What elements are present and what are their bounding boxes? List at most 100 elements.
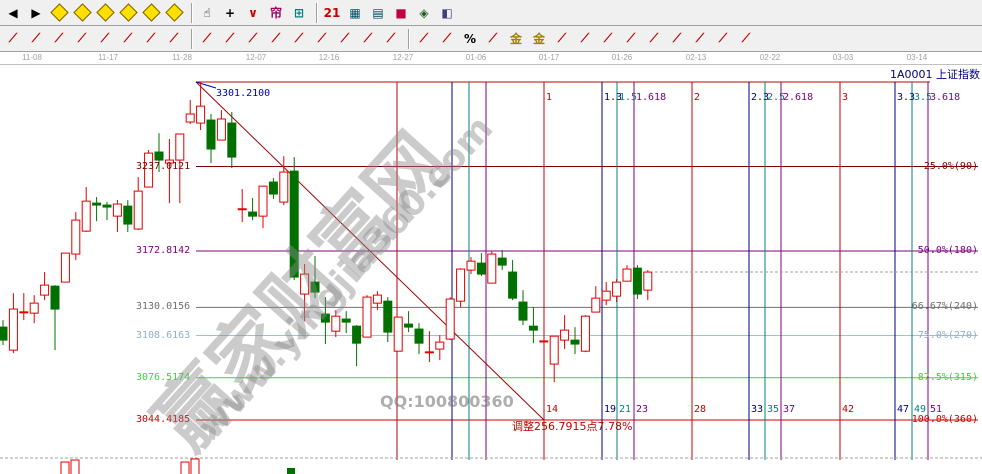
angle-icon[interactable]: ⟋ xyxy=(294,31,304,45)
time-zone-bottom-label: 19 xyxy=(604,404,617,415)
fib-percent-2-icon[interactable]: ⟋ xyxy=(488,31,498,45)
time-zone-top-label: 2.3 xyxy=(751,92,770,103)
time-zone-top-label: 3.5 xyxy=(914,92,933,103)
candle-body xyxy=(289,170,299,278)
candle-body xyxy=(352,325,362,344)
ruler-icon[interactable]: ⟋ xyxy=(146,31,156,45)
toolbar-separator xyxy=(316,2,318,23)
time-zone-bottom-label: 35 xyxy=(767,404,780,415)
candle-body xyxy=(50,285,60,310)
candle-body xyxy=(40,284,50,296)
candle-body xyxy=(539,340,549,343)
candle-body xyxy=(227,122,237,158)
width-arrows-icon[interactable]: ⟋ xyxy=(169,31,179,45)
candle-body xyxy=(300,273,310,295)
candle-body xyxy=(456,268,466,302)
candle-body xyxy=(612,281,622,297)
calculator-icon[interactable]: ▦ xyxy=(349,5,361,20)
save-icon[interactable]: ■ xyxy=(395,5,407,20)
calendar-icon[interactable]: 21 xyxy=(323,5,341,20)
network-icon[interactable]: ◈ xyxy=(419,5,429,20)
candle-body xyxy=(60,252,70,283)
time-zone-bottom-label: 37 xyxy=(783,404,796,415)
candle-body xyxy=(643,271,653,291)
candle-body xyxy=(133,190,143,230)
f-fan-icon[interactable]: ⟋ xyxy=(649,31,659,45)
j-fan-icon[interactable]: ⟋ xyxy=(626,31,636,45)
time-zone-bottom-label: 33 xyxy=(751,404,764,415)
candle-body xyxy=(362,296,372,338)
candle-body xyxy=(237,208,247,211)
fib-percent-label: 66.67%(240) xyxy=(911,301,978,313)
toolbar-separator xyxy=(191,2,193,23)
candle-body xyxy=(445,298,455,340)
rect-icon[interactable]: ⟋ xyxy=(202,31,212,45)
win-fan-icon[interactable]: ⟋ xyxy=(718,31,728,45)
gann-square-icon[interactable]: ⟋ xyxy=(271,31,281,45)
fib-tool-icon[interactable]: ⊞ xyxy=(293,5,305,20)
stroke-2-icon[interactable]: ⟋ xyxy=(123,31,133,45)
date-axis: 11-08 11-17 11-28 12-07 12-16 12-27 01-06 01-17… xyxy=(0,52,982,65)
candle-body xyxy=(508,271,518,299)
fan-lines-icon[interactable]: ⟋ xyxy=(225,31,235,45)
time-zone-top-label: 1.3 xyxy=(604,92,623,103)
candle-body xyxy=(622,268,632,282)
crosshair-icon[interactable]: + xyxy=(224,5,236,20)
parallel-lines-icon[interactable]: ⟋ xyxy=(386,31,396,45)
time-zone-top-label: 3.618 xyxy=(930,92,961,103)
candle-body xyxy=(497,257,507,266)
grid-1-icon[interactable]: ⟋ xyxy=(340,31,350,45)
candle-body xyxy=(414,328,424,344)
gold-circle-icon[interactable]: 金 xyxy=(509,32,522,46)
candle-body xyxy=(560,329,570,341)
candle-body xyxy=(216,118,226,141)
drawing-toolbar: ⟋ ⟋ ⟋ ⟋ ⟋ ⟋ ⟋ ⟋ ⟋ ⟋ ⟋ ⟋ ⟋ ⟋ ⟋ ⟋ ⟋ ⟋ ⟋% ⟋ 金金 ⟋ ⟋ ⟋ ⟋ ⟋ ⟋ ⟋ ⟋ ⟋ xyxy=(0,26,982,52)
candle-body xyxy=(580,315,590,352)
date-tick: 12-16 xyxy=(318,53,340,62)
date-tick: 11-17 xyxy=(98,53,118,62)
zigzag-icon[interactable]: ⟋ xyxy=(317,31,327,45)
arrow-left-icon[interactable]: ◀ xyxy=(8,5,18,20)
candle-body xyxy=(0,326,8,341)
candle-body xyxy=(518,301,528,321)
date-tick: 11-08 xyxy=(22,53,42,62)
time-zone-top-label: 2 xyxy=(694,92,701,103)
gold-fan-2-icon[interactable]: ⟋ xyxy=(672,31,682,45)
god-fan-icon[interactable]: ⟋ xyxy=(695,31,705,45)
fib-price-label: 3237.0121 xyxy=(136,160,191,172)
star-burst-icon[interactable]: ⟋ xyxy=(31,31,41,45)
candle-body xyxy=(102,204,112,208)
line-tool-icon[interactable]: ∨ xyxy=(248,5,258,20)
speed-arc-icon[interactable]: ⟋ xyxy=(557,31,567,45)
date-tick: 01-06 xyxy=(465,53,487,62)
sine-wave-icon[interactable]: ⟋ xyxy=(580,31,590,45)
percent-icon[interactable]: % xyxy=(463,31,477,46)
fib-percent-label: 100.0%(360) xyxy=(911,414,978,425)
candle-body xyxy=(8,308,18,351)
arrow-right-icon[interactable]: ▶ xyxy=(31,5,41,20)
gann-box-icon[interactable]: ⟋ xyxy=(248,31,258,45)
time-zone-top-label: 3 xyxy=(842,92,849,103)
parallel-icon[interactable]: ⟋ xyxy=(77,31,87,45)
date-tick: 02-13 xyxy=(685,53,707,62)
fib-ratio-icon[interactable]: ⟋ xyxy=(419,31,429,45)
four-fan-icon[interactable]: ⟋ xyxy=(741,31,751,45)
connect-icon[interactable]: ◧ xyxy=(441,5,453,20)
toolbar-separator xyxy=(191,28,193,49)
fib-percent-icon[interactable]: ⟋ xyxy=(442,31,452,45)
candle-body xyxy=(372,294,382,304)
candle-body xyxy=(528,325,538,331)
time-zone-top-label: 1.5 xyxy=(619,92,638,103)
gann-icon[interactable]: 帘 xyxy=(269,6,282,20)
stroke-1-icon[interactable]: ⟋ xyxy=(100,31,110,45)
time-zone-top-label: 2.5 xyxy=(767,92,786,103)
gold-lines-icon[interactable]: 金 xyxy=(532,32,545,46)
grid-2-icon[interactable]: ⟋ xyxy=(363,31,373,45)
gold-fan-icon[interactable]: ⟋ xyxy=(603,31,613,45)
candle-body xyxy=(71,219,81,255)
box-grid-icon[interactable]: ⟋ xyxy=(54,31,64,45)
hand-icon[interactable]: ☝ xyxy=(203,5,211,20)
circle-target-icon[interactable]: ⟋ xyxy=(8,31,18,45)
notes-icon[interactable]: ▤ xyxy=(372,5,384,20)
